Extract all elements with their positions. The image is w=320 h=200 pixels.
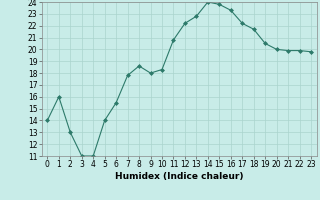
X-axis label: Humidex (Indice chaleur): Humidex (Indice chaleur): [115, 172, 244, 181]
